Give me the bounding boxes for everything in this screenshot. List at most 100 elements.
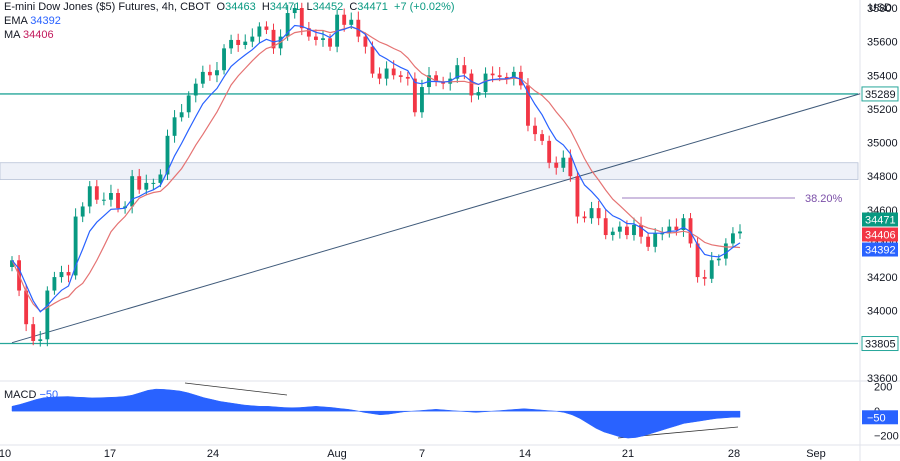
candle-body xyxy=(540,134,545,141)
macd-divergence-line[interactable] xyxy=(184,382,288,396)
price-tick-label: 35600 xyxy=(867,37,898,49)
level-price-tag-label: 33805 xyxy=(865,339,896,351)
high-value: 34471 xyxy=(269,1,301,13)
candle-body xyxy=(526,85,530,126)
ema-row[interactable]: EMA 34392 xyxy=(4,14,455,28)
candle-body xyxy=(476,92,481,96)
candle-body xyxy=(158,174,163,183)
candle-body xyxy=(52,277,57,291)
low-label: L xyxy=(306,1,313,13)
candle-body xyxy=(306,28,311,37)
candle-body xyxy=(285,13,290,37)
ma-line[interactable] xyxy=(11,26,741,312)
ma-value: 34406 xyxy=(22,29,54,41)
open-label: O xyxy=(216,1,226,13)
time-tick-label: 10 xyxy=(0,448,11,460)
candle-body xyxy=(236,39,241,45)
ema-price-tag xyxy=(862,242,898,257)
candle-body xyxy=(165,135,170,175)
candle-body xyxy=(716,258,721,261)
ma-price-tag xyxy=(862,227,898,242)
change-value: +7 (+0.02%) xyxy=(394,1,455,13)
candle-body xyxy=(483,73,488,93)
candle-body xyxy=(31,324,36,341)
candle-body xyxy=(646,236,651,247)
candle-body xyxy=(568,157,573,177)
trend-line[interactable] xyxy=(11,93,861,344)
last-price-tag xyxy=(862,212,898,227)
candle-body xyxy=(193,83,198,96)
candle-body xyxy=(45,290,50,340)
fib-level-label: 38.20% xyxy=(805,193,843,205)
candle-body xyxy=(66,272,71,276)
currency-label[interactable]: USD xyxy=(868,2,892,14)
price-tick-label: 35400 xyxy=(867,70,898,82)
macd-value: −50 xyxy=(39,389,59,401)
candle-body xyxy=(73,216,78,276)
macd-last-tag xyxy=(862,410,898,425)
candle-body xyxy=(384,68,389,79)
macd-legend[interactable]: MACD −50 xyxy=(4,389,58,401)
open-value: 34463 xyxy=(225,1,256,13)
macd-label: MACD xyxy=(4,389,37,401)
candle-body xyxy=(681,218,686,230)
candle-body xyxy=(632,224,636,236)
candle-body xyxy=(674,226,679,230)
time-tick-label: 21 xyxy=(622,448,634,460)
candle-body xyxy=(695,243,700,278)
candle-body xyxy=(250,36,255,42)
candle-body xyxy=(349,19,354,25)
candle-body xyxy=(264,26,269,30)
ma-row[interactable]: MA 34406 xyxy=(4,28,455,42)
time-tick-label: 28 xyxy=(728,448,740,460)
time-tick-label: 7 xyxy=(419,448,425,460)
candle-body xyxy=(172,117,177,136)
candle-body xyxy=(321,38,325,40)
candle-body xyxy=(731,233,735,244)
ema-value: 34392 xyxy=(30,15,61,27)
candle-body xyxy=(200,71,205,84)
macd-area[interactable] xyxy=(11,388,741,439)
candle-body xyxy=(441,82,446,84)
candle-body xyxy=(342,14,347,25)
candle-body xyxy=(94,186,99,200)
price-tick-label: 34200 xyxy=(867,272,898,284)
candle-body xyxy=(660,233,665,235)
price-tick-label: 34000 xyxy=(867,306,898,318)
candle-body xyxy=(328,38,332,47)
candle-body xyxy=(511,71,516,79)
close-value: 34471 xyxy=(357,1,388,13)
price-tick-label: 35000 xyxy=(867,138,898,150)
level-price-tag-label: 35289 xyxy=(865,89,896,101)
ma-label: MA xyxy=(4,29,20,41)
macd-last-tag-label: −50 xyxy=(867,412,886,424)
ma-price-tag-label: 34406 xyxy=(865,230,896,242)
candle-body xyxy=(497,75,502,77)
last-price-tag-label: 34471 xyxy=(865,215,896,227)
candle-body xyxy=(702,277,707,279)
level-price-tag xyxy=(861,336,899,352)
candle-body xyxy=(398,75,403,77)
candle-body xyxy=(80,206,85,217)
candle-body xyxy=(610,231,615,236)
price-tick-label: 34800 xyxy=(867,171,898,183)
candle-body xyxy=(38,339,43,341)
candle-body xyxy=(109,193,113,200)
ema-line[interactable] xyxy=(11,24,741,313)
candle-body xyxy=(412,78,417,113)
candle-body xyxy=(469,73,474,96)
candle-body xyxy=(116,193,120,209)
time-tick-label: Aug xyxy=(327,448,347,460)
candle-body xyxy=(87,186,92,207)
resistance-zone[interactable] xyxy=(0,162,859,180)
candle-body xyxy=(257,26,262,37)
symbol-row: E-mini Dow Jones ($5) Futures, 4h, CBOT … xyxy=(4,0,455,14)
candle-body xyxy=(137,176,142,190)
candle-body xyxy=(10,260,14,267)
price-tick-label: 33600 xyxy=(867,373,898,385)
chart-legend: E-mini Dow Jones ($5) Futures, 4h, CBOT … xyxy=(4,0,455,42)
symbol-title[interactable]: E-mini Dow Jones ($5) Futures, 4h, CBOT xyxy=(4,1,211,13)
candle-body xyxy=(533,125,537,135)
candle-body xyxy=(490,73,495,76)
